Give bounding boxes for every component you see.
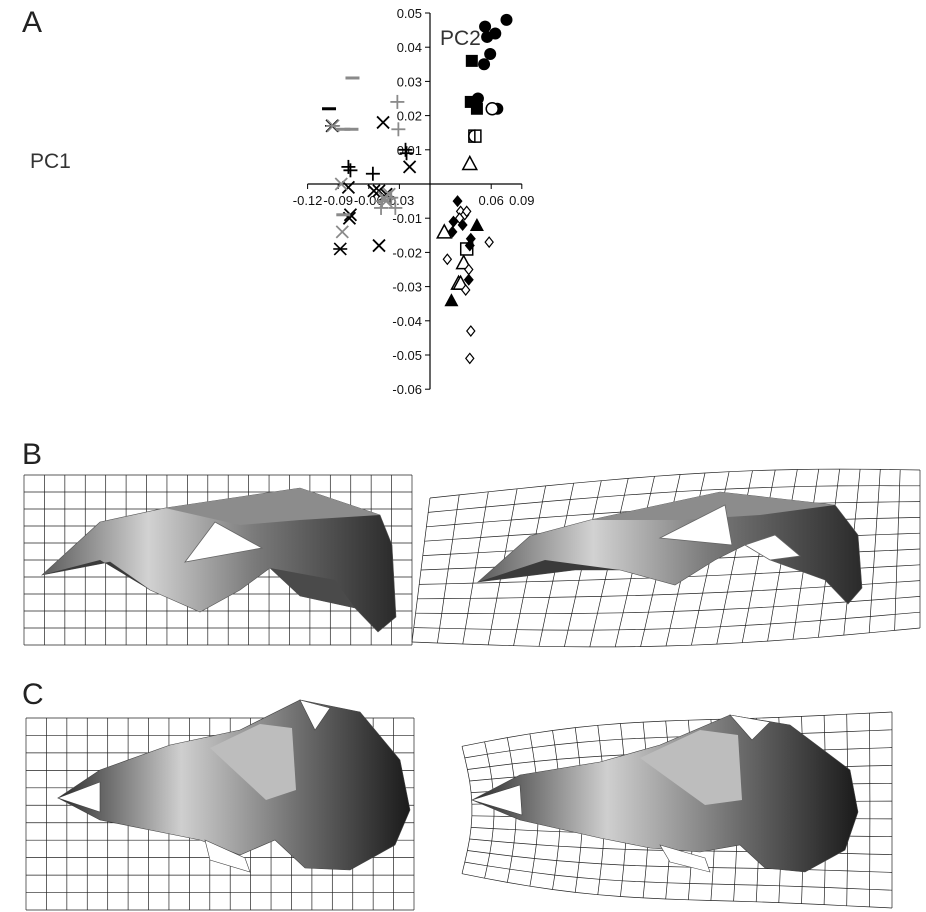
data-point-filled-square <box>470 102 483 115</box>
tick-labels: -0.12 -0.09 -0.06 -0.03 0.06 0.090.050.040.03… <box>293 6 535 397</box>
y-tick-label: 0.02 <box>397 109 422 124</box>
data-point-open-triangle <box>436 223 453 239</box>
plot-axes <box>307 12 523 390</box>
y-tick-label: -0.01 <box>392 211 422 226</box>
data-point-filled-circle <box>500 13 513 26</box>
data-point-x <box>402 160 417 174</box>
data-point-plus <box>398 142 413 157</box>
data-point-plus <box>399 146 414 161</box>
data-point-x <box>334 177 348 191</box>
data-point-filled-circle <box>484 48 497 61</box>
data-point-filled-diamond <box>452 195 463 208</box>
panel-letter-b: B <box>22 438 43 471</box>
data-point-asterisk <box>333 242 348 256</box>
data-point-open-diamond <box>463 263 474 276</box>
panel-c-deformed-skull-shape <box>470 714 859 873</box>
x-axis-title: PC1 <box>30 150 71 173</box>
x-tick-label: -0.09 <box>323 193 353 208</box>
data-point-filled-diamond <box>447 225 458 238</box>
panel-b-deformed-skull-shape <box>477 491 863 605</box>
y-axis-title: PC2 <box>440 27 481 50</box>
y-tick-label: 0.04 <box>397 40 422 55</box>
data-point-filled-square <box>465 54 478 67</box>
panel-letter-c: C <box>22 678 44 711</box>
x-tick-label: 0.06 <box>479 193 504 208</box>
data-point-open-diamond <box>461 205 472 218</box>
data-point-x <box>335 225 349 239</box>
data-point-filled-circle <box>479 20 492 33</box>
data-point-filled-triangle <box>469 218 484 232</box>
data-point-open-diamond <box>484 236 494 249</box>
data-point-open-diamond <box>460 284 471 296</box>
data-point-plus <box>365 166 380 181</box>
y-tick-label: -0.03 <box>392 280 422 295</box>
data-point-plus <box>343 163 358 178</box>
data-point-plus <box>374 200 389 215</box>
data-point-open-triangle <box>455 254 472 270</box>
data-point-filled-circle <box>478 58 491 71</box>
panel-letter-a: A <box>22 6 43 39</box>
data-points <box>322 13 513 365</box>
data-point-x <box>372 238 386 253</box>
scatter-plot: -0.12 -0.09 -0.06 -0.03 0.06 0.090.050.040.03… <box>30 6 534 397</box>
data-point-x <box>367 184 381 198</box>
data-point-open-circle <box>485 102 499 116</box>
data-point-open-diamond <box>454 212 465 225</box>
data-point-plus <box>388 200 403 215</box>
data-point-open-diamond <box>465 352 475 365</box>
y-tick-label: -0.05 <box>392 348 422 363</box>
data-point-x <box>343 208 358 222</box>
x-tick-label: 0.09 <box>509 193 534 208</box>
panel-b-reference-skull-shape <box>41 487 397 633</box>
data-point-open-semicircle <box>468 129 476 143</box>
x-tick-label: -0.06 <box>354 193 384 208</box>
data-point-plus <box>384 190 399 205</box>
data-point-filled-circle <box>481 30 494 43</box>
data-point-x <box>372 184 386 198</box>
data-point-plus <box>390 94 405 109</box>
data-point-open-diamond <box>466 325 476 338</box>
data-point-open-diamond <box>442 253 453 266</box>
x-tick-label: -0.12 <box>293 193 323 208</box>
panel-c-reference-skull-shape <box>57 699 411 873</box>
y-tick-label: 0.05 <box>397 6 422 21</box>
y-tick-label: -0.02 <box>392 245 422 260</box>
data-point-plus <box>391 122 406 137</box>
data-point-filled-triangle <box>444 293 459 307</box>
data-point-plus <box>341 159 356 174</box>
data-point-open-triangle <box>461 154 479 171</box>
data-point-open-triangle <box>452 274 469 290</box>
data-point-x <box>341 180 356 195</box>
data-point-x <box>376 115 390 130</box>
y-tick-label: -0.06 <box>392 382 422 397</box>
data-point-filled-diamond <box>464 239 475 252</box>
data-point-plus <box>375 194 390 209</box>
y-tick-label: 0.03 <box>397 74 422 89</box>
y-tick-label: -0.04 <box>392 314 422 329</box>
data-point-filled-diamond <box>463 273 474 286</box>
